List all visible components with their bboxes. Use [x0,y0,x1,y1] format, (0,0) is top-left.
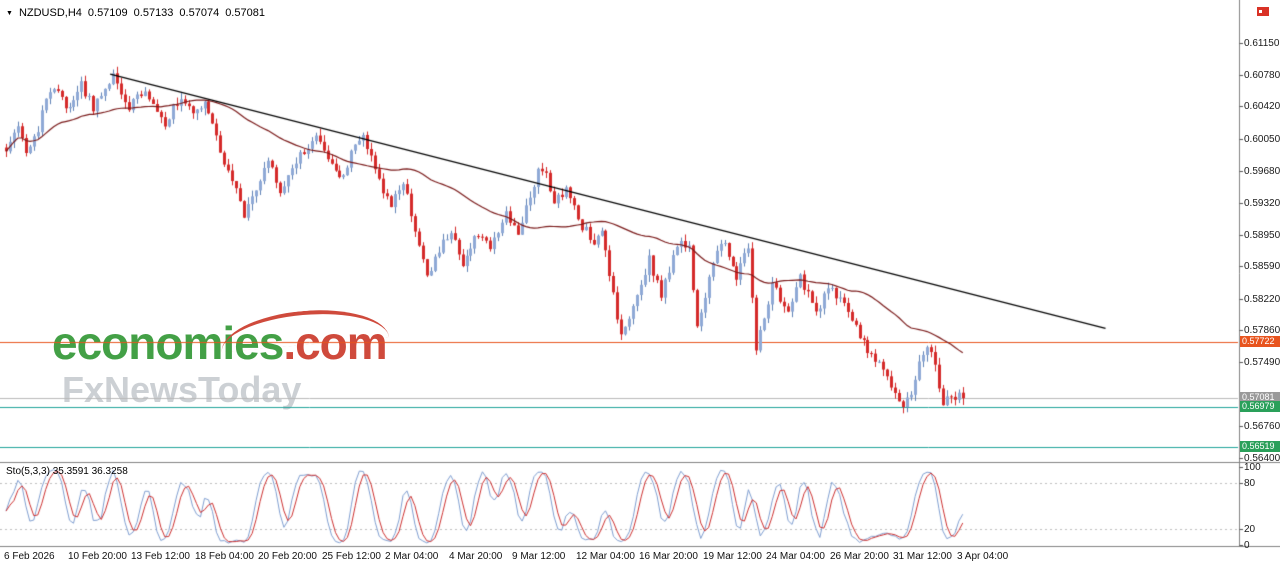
price-axis-label: 0.60050 [1244,133,1280,145]
time-axis-label: 16 Mar 20:00 [639,551,698,562]
chevron-down-icon[interactable]: ▼ [6,9,13,17]
time-axis-label: 13 Feb 12:00 [131,551,190,562]
time-axis-label: 12 Mar 04:00 [576,551,635,562]
time-axis-label: 19 Mar 12:00 [703,551,762,562]
ohlc-close-value: 0.57081 [225,7,265,19]
price-axis-badge: 0.56979 [1240,401,1280,413]
price-axis-label: 0.60420 [1244,101,1280,113]
time-axis-label: 2 Mar 04:00 [385,551,439,562]
stochastic-indicator-label: Sto(5,3,3) 35.3591 36.3258 [6,466,128,477]
symbol-info-bar: ▼ NZDUSD,H4 0.57109 0.57133 0.57074 0.57… [6,7,265,19]
ohlc-open-value: 0.57109 [87,7,128,19]
time-axis-label: 10 Feb 20:00 [68,551,127,562]
stoch-axis-label: 100 [1244,462,1261,473]
time-axis-label: 6 Feb 2026 [4,551,55,562]
price-axis-label: 0.59320 [1244,197,1280,209]
time-axis-label: 31 Mar 12:00 [893,551,952,562]
stoch-axis-label: 80 [1244,477,1256,489]
price-axis-label: 0.60780 [1244,70,1280,82]
time-axis-label: 18 Feb 04:00 [195,551,254,562]
stoch-axis-label: 0 [1244,540,1250,551]
price-axis-badge: 0.57722 [1240,336,1280,348]
price-axis-label: 0.56400 [1244,452,1280,464]
price-axis-badge: 0.57081 [1240,392,1280,404]
symbol-timeframe-label: NZDUSD,H4 [18,7,82,19]
chart-alert-icon[interactable] [1257,7,1269,16]
price-axis-label: 0.61150 [1244,37,1280,49]
price-axis-label: 0.57490 [1244,357,1280,369]
time-axis-label: 25 Feb 12:00 [322,551,381,562]
time-axis-label: 24 Mar 04:00 [766,551,825,562]
price-axis-label: 0.59680 [1244,166,1280,178]
time-axis-label: 20 Feb 20:00 [258,551,317,562]
stoch-axis-label: 20 [1244,524,1256,536]
ohlc-high-value: 0.57133 [133,7,174,19]
price-axis-label: 0.58950 [1244,229,1280,241]
time-axis-label: 26 Mar 20:00 [830,551,889,562]
price-axis-label: 0.57860 [1244,325,1280,337]
price-axis-label: 0.56760 [1244,421,1280,433]
price-axis-badge: 0.56519 [1240,441,1280,453]
ohlc-low-value: 0.57074 [179,7,220,19]
price-axis-label: 0.58220 [1244,293,1280,305]
time-axis-label: 3 Apr 04:00 [957,551,1009,562]
time-axis-label: 4 Mar 20:00 [449,551,503,562]
price-axis-label: 0.58590 [1244,261,1280,273]
time-axis-label: 9 Mar 12:00 [512,551,566,562]
